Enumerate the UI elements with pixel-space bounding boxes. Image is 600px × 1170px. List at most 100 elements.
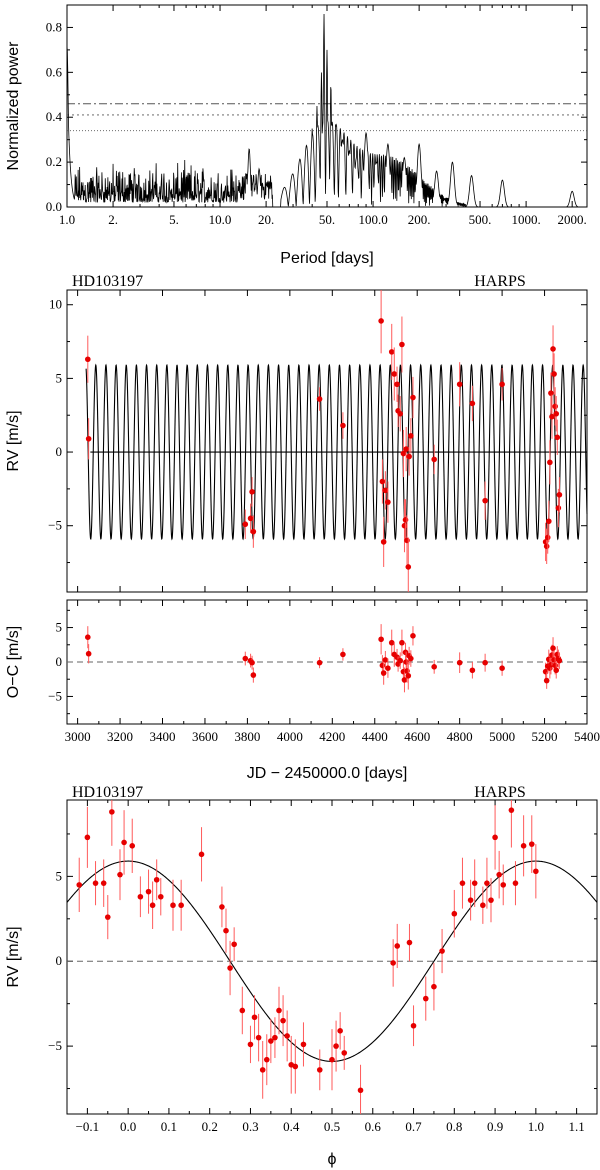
phased-point	[471, 880, 478, 886]
phased-point	[153, 876, 160, 883]
phased-point	[129, 843, 136, 849]
phased-point	[459, 880, 466, 886]
phased-point	[137, 893, 144, 900]
residuals-point	[456, 659, 463, 666]
periodogram-ytick-label: 0.2	[46, 154, 62, 169]
rv-time-point	[316, 396, 323, 402]
rv-time-point	[556, 491, 563, 498]
rv-time-point	[247, 515, 254, 522]
rv-time-point	[394, 381, 400, 388]
residuals-point	[552, 662, 558, 669]
periodogram-xtick-label: 20.	[258, 212, 274, 227]
rv-time-point	[403, 446, 409, 452]
phased-point	[300, 1041, 307, 1048]
rv-time-point	[388, 349, 395, 355]
rv-time-point	[379, 478, 386, 485]
residuals-point	[242, 655, 249, 662]
phased-panel: HD103197 HARPS −0.1 0.0 0.1 0.2 0.3 0.4 0.5 0.6…	[5, 784, 598, 1168]
rv-time-point	[399, 341, 405, 348]
phased-point	[239, 1007, 246, 1014]
rv-time-point	[554, 434, 561, 441]
residuals-xtick-label: 3400	[150, 729, 176, 744]
residuals-point	[85, 634, 91, 640]
periodogram-xtick-label: 5.	[169, 212, 179, 227]
residuals-point	[469, 667, 476, 674]
rv-time-point	[401, 522, 408, 529]
phased-title-star: HD103197	[72, 784, 143, 801]
periodogram-xtick-label: 100.0	[358, 212, 387, 227]
rv-time-point	[550, 346, 556, 352]
phased-point	[255, 1034, 262, 1041]
phased-point	[410, 1022, 417, 1029]
phased-xlabel: ϕ	[328, 1151, 337, 1168]
phased-ylabel: RV [m/s]	[5, 926, 22, 987]
rv-time-point	[340, 422, 346, 429]
residuals-xtick-label: 3200	[107, 729, 133, 744]
phased-point	[480, 902, 486, 909]
periodogram-ylabel: Normalized power	[5, 41, 22, 171]
rv-time-point	[408, 433, 414, 439]
residuals-xtick-label: 5200	[532, 729, 558, 744]
periodogram-ytick-label: 0.6	[46, 64, 63, 79]
phased-point	[268, 1038, 274, 1044]
phased-point	[439, 948, 445, 954]
phased-point	[496, 871, 502, 878]
residuals-point	[85, 650, 92, 657]
residuals-xtick-label: 4400	[362, 729, 388, 744]
phased-xtick-label: 1.1	[568, 1119, 584, 1134]
rv-time-panel: HD103197 HARPS −5 0 5 10 RV [m/s]	[5, 273, 588, 593]
residuals-point	[402, 649, 409, 656]
phased-point	[333, 1043, 339, 1049]
phased-xtick-label: 0.7	[405, 1119, 422, 1134]
periodogram-curve	[66, 14, 587, 208]
phased-point	[292, 1063, 299, 1070]
phased-point	[512, 880, 519, 886]
rv-time-point	[378, 318, 384, 324]
periodogram-xtick-label: 2.	[108, 212, 118, 227]
periodogram-ytick-label: 0.4	[46, 109, 63, 124]
phased-point	[84, 834, 91, 841]
phased-xtick-label: 0.0	[120, 1119, 136, 1134]
phased-point	[431, 983, 437, 990]
rv-time-ytick-label: 10	[49, 297, 62, 312]
residuals-ytick-label: 5	[56, 620, 63, 635]
phased-point	[178, 902, 184, 909]
rv-time-point	[380, 539, 387, 545]
residuals-point	[340, 651, 346, 658]
residuals-point	[408, 655, 414, 662]
residuals-xtick-label: 5000	[489, 729, 515, 744]
phased-point	[390, 960, 396, 966]
residuals-point	[550, 645, 556, 652]
phased-point	[508, 807, 515, 813]
rv-time-point	[249, 489, 255, 495]
residuals-ytick-label: −5	[48, 688, 62, 703]
residuals-point	[380, 670, 387, 676]
rv-time-point	[469, 400, 476, 407]
phased-point	[227, 965, 233, 971]
phased-xtick-label: 1.0	[528, 1119, 544, 1134]
phased-point	[231, 941, 237, 948]
phased-xtick-label: 0.1	[161, 1119, 177, 1134]
rv-time-point	[555, 505, 562, 511]
rv-time-point	[385, 499, 391, 505]
residuals-xtick-label: 3600	[192, 729, 218, 744]
rv-time-point	[410, 394, 416, 401]
phased-point	[121, 839, 127, 846]
phased-xtick-label: 0.3	[242, 1119, 258, 1134]
rv-time-point	[548, 390, 554, 396]
phased-point	[337, 1028, 343, 1034]
rv-time-point	[482, 497, 488, 504]
residuals-xtick-label: 4200	[319, 729, 345, 744]
phased-xtick-label: 0.9	[487, 1119, 503, 1134]
phased-point	[100, 880, 107, 886]
rv-time-frame	[66, 289, 588, 593]
residuals-point	[431, 664, 437, 670]
residuals-ytick-label: 0	[56, 654, 63, 669]
rv-time-point	[406, 453, 412, 460]
phased-point	[357, 1087, 364, 1094]
rv-time-point	[397, 410, 404, 417]
phased-point	[145, 888, 152, 895]
residuals-point	[405, 672, 412, 679]
residuals-point	[397, 657, 404, 664]
rv-time-point	[431, 456, 437, 463]
